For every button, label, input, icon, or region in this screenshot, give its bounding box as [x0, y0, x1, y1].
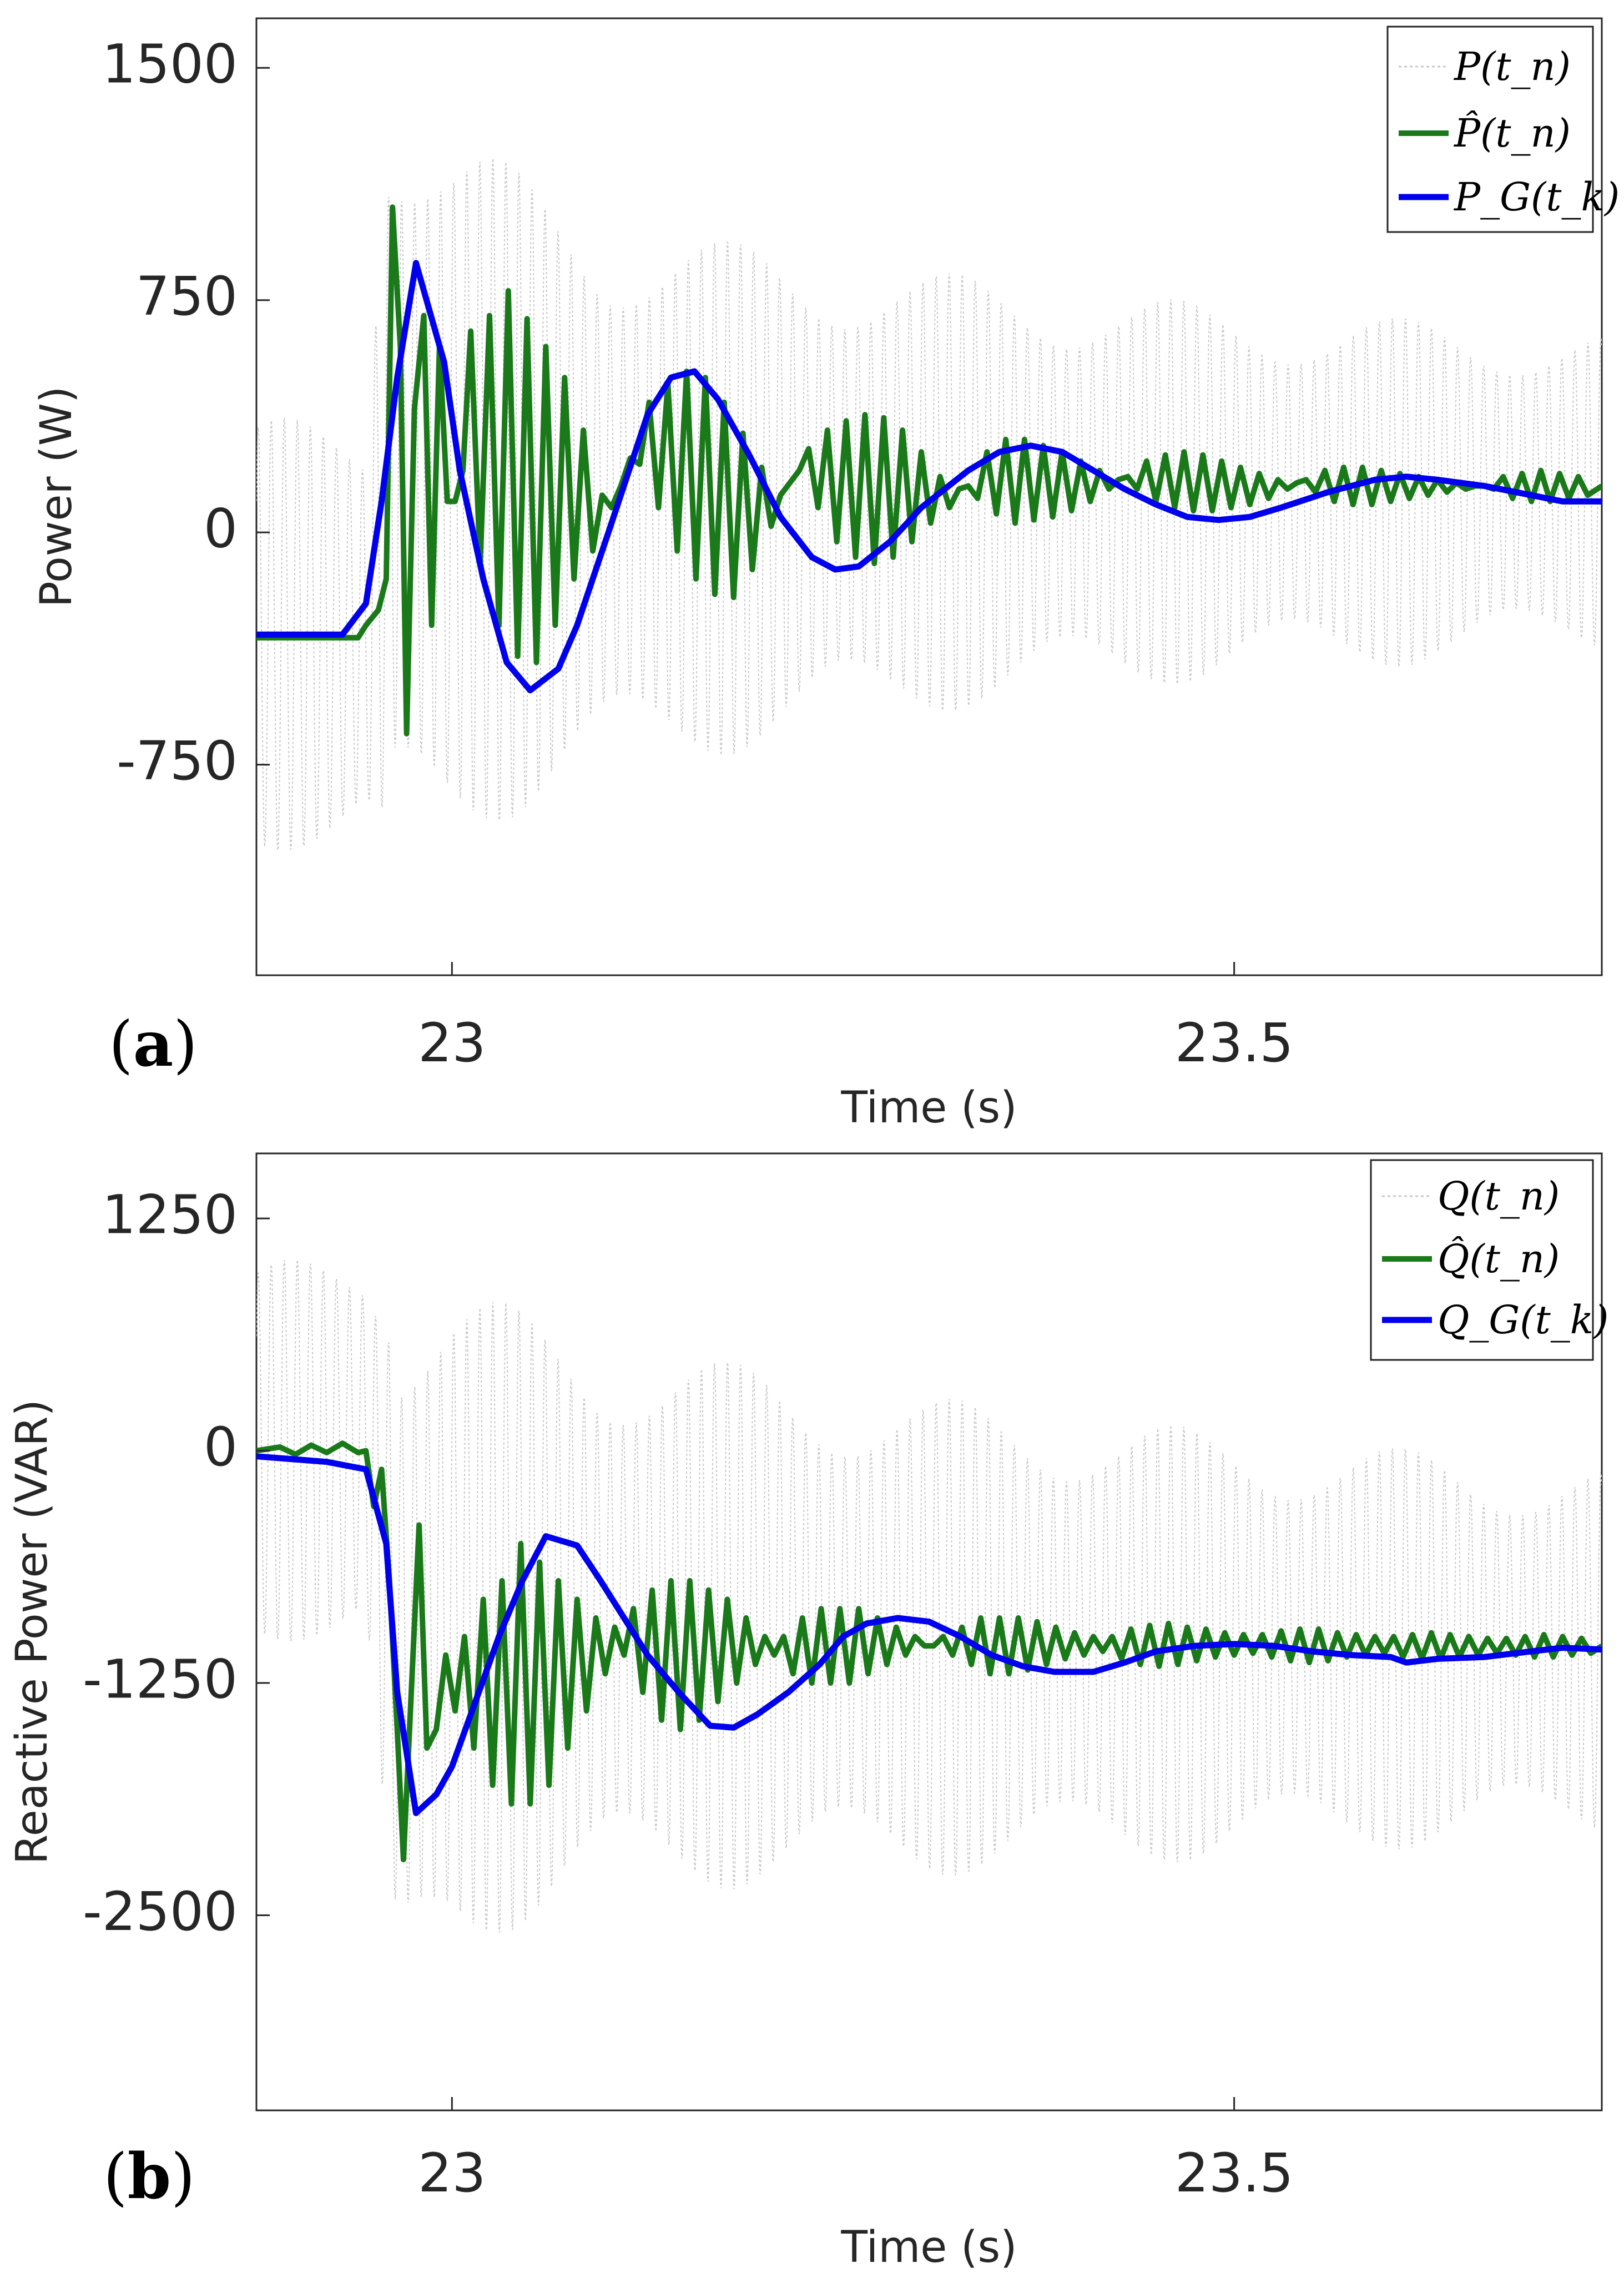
y-tick-label: 0 — [204, 1416, 238, 1478]
legend-b: Q(t_n) Q̂(t_n) Q_G(t_k) — [1370, 1159, 1608, 1361]
y-tick-label: -1250 — [83, 1648, 238, 1710]
x-tick-label: 23 — [418, 1012, 486, 1074]
panel-letter: b — [128, 2140, 171, 2213]
panel-label-a: (a) — [109, 1008, 198, 1081]
y-tick-label: 1500 — [102, 33, 238, 95]
panel-a: 1500 750 0 -750 23 23.5 Time (s) Power (… — [32, 17, 1620, 1133]
panel-label-b: (b) — [103, 2140, 195, 2213]
legend-entry-generator-p: P_G(t_k) — [1453, 174, 1620, 220]
legend-a: P(t_n) P̂(t_n) P_G(t_k) — [1386, 26, 1620, 233]
series-generator-p — [256, 260, 1602, 694]
legend-entry-filtered-q: Q̂(t_n) — [1438, 1236, 1560, 1282]
panel-b: 1250 0 -1250 -2500 23 23.5 Time (s) Reac… — [7, 1152, 1608, 2272]
panel-letter: a — [133, 1008, 174, 1081]
series-layer-b — [256, 1259, 1602, 1933]
legend-entry-generator-q: Q_G(t_k) — [1438, 1297, 1608, 1343]
series-filtered-p — [256, 204, 1602, 737]
x-axis-label-a: Time (s) — [840, 1083, 1017, 1133]
legend-box — [1370, 1159, 1594, 1361]
y-axis-label-a: Power (W) — [32, 386, 82, 608]
x-axis-label-b: Time (s) — [840, 2222, 1017, 2272]
series-raw-q — [256, 1259, 1602, 1933]
series-layer-a — [256, 158, 1602, 851]
legend-entry-raw-p: P(t_n) — [1453, 44, 1571, 89]
series-filtered-q — [256, 1440, 1602, 1863]
x-axis-a: 23 23.5 — [418, 962, 1294, 1074]
series-raw-p — [256, 158, 1602, 851]
y-tick-label: 1250 — [102, 1184, 238, 1246]
x-tick-label: 23.5 — [1175, 2142, 1294, 2204]
x-axis-b: 23 23.5 — [418, 2097, 1294, 2204]
x-tick-label: 23 — [418, 2142, 486, 2204]
y-tick-label: -750 — [117, 730, 238, 792]
y-tick-label: -2500 — [83, 1881, 238, 1943]
y-axis-label-b: Reactive Power (VAR) — [7, 1399, 57, 1864]
legend-entry-filtered-p: P̂(t_n) — [1453, 110, 1571, 156]
y-tick-label: 0 — [204, 498, 238, 560]
y-axis-b: 1250 0 -1250 -2500 — [83, 1184, 270, 1943]
legend-entry-raw-q: Q(t_n) — [1438, 1173, 1560, 1219]
y-axis-a: 1500 750 0 -750 — [102, 33, 270, 792]
y-tick-label: 750 — [136, 265, 238, 327]
svg-text:(a): (a) — [109, 1008, 198, 1081]
x-tick-label: 23.5 — [1175, 1012, 1294, 1074]
svg-text:(b): (b) — [103, 2140, 195, 2213]
series-generator-q — [256, 1453, 1602, 1816]
